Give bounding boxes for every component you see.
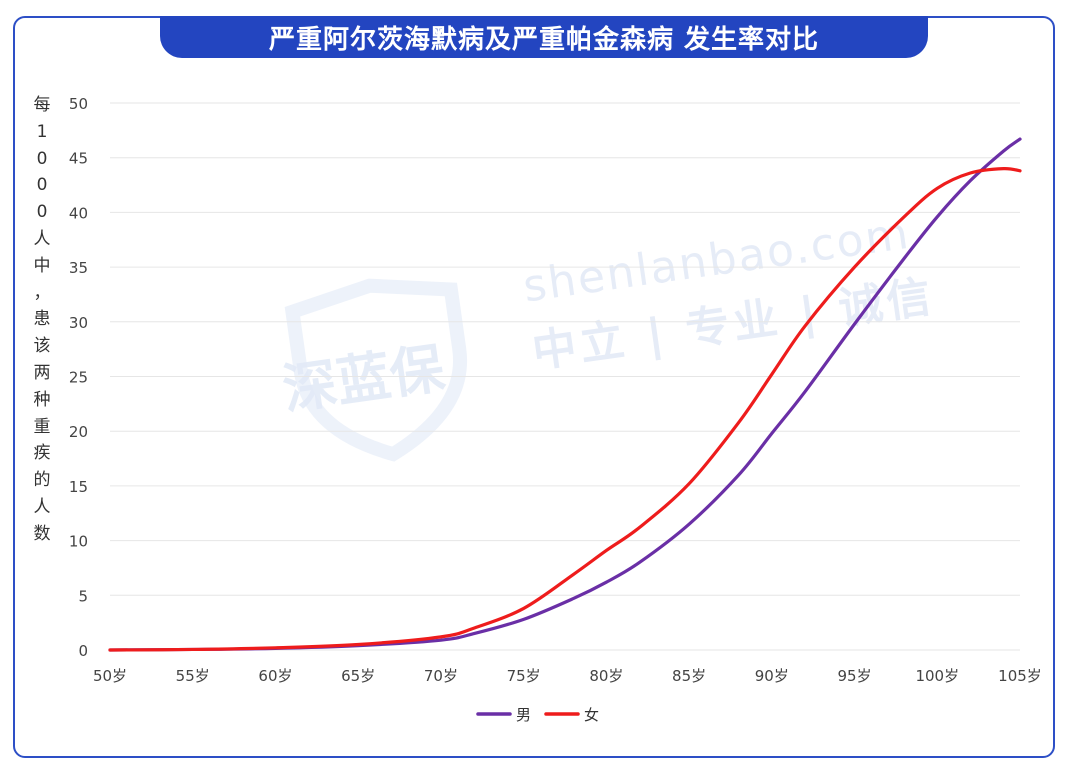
- y-tick-label: 35: [69, 259, 88, 277]
- y-axis-label-char: 重: [33, 416, 51, 437]
- y-tick-label: 5: [78, 587, 88, 605]
- chart-title: 严重阿尔茨海默病及严重帕金森病 发生率对比: [268, 24, 820, 55]
- y-axis-label-char: 患: [33, 309, 51, 330]
- y-tick-label: 0: [78, 642, 88, 660]
- y-axis-label-char: 疾: [33, 443, 51, 464]
- series-line-male: [108, 137, 1022, 652]
- y-axis-label-char: 种: [33, 389, 51, 410]
- y-axis-label-char: 该: [33, 336, 51, 357]
- y-tick-label: 25: [69, 369, 88, 387]
- y-tick-label: 30: [69, 314, 88, 332]
- y-axis-label-char: 数: [33, 523, 51, 544]
- y-axis-label-char: 人: [33, 496, 51, 517]
- x-tick-label: 100岁: [915, 667, 959, 685]
- x-tick-label: 105岁: [998, 667, 1042, 685]
- x-tick-label: 80岁: [589, 667, 623, 685]
- x-tick-label: 50岁: [93, 667, 127, 685]
- x-tick-label: 60岁: [258, 667, 292, 685]
- y-axis-label-char: 0: [36, 202, 48, 223]
- y-axis-label-char: 1: [36, 121, 48, 142]
- series-line-female: [108, 167, 1022, 652]
- y-axis-label-char: 0: [36, 148, 48, 169]
- legend-label: 男: [516, 706, 531, 724]
- y-axis-label-char: 两: [33, 362, 51, 383]
- y-axis-label: 每 1 0 0 0 人中，患该两种重疾的人数: [28, 92, 56, 548]
- y-axis-label-char: 人: [33, 228, 51, 249]
- legend-label: 女: [584, 706, 599, 724]
- title-banner: 严重阿尔茨海默病及严重帕金森病 发生率对比: [160, 16, 928, 58]
- y-tick-label: 40: [69, 204, 88, 222]
- y-axis-label-char: 0: [36, 175, 48, 196]
- y-axis-label-char: 每: [33, 95, 51, 115]
- y-axis-label-char: 中: [33, 255, 51, 276]
- y-axis-label-char: 的: [33, 470, 51, 491]
- chart-frame: [13, 16, 1055, 758]
- x-tick-label: 75岁: [507, 667, 541, 685]
- y-axis-label-char: ，: [33, 282, 51, 303]
- y-tick-label: 15: [69, 478, 88, 496]
- x-tick-label: 90岁: [755, 667, 789, 685]
- y-tick-label: 10: [69, 533, 88, 551]
- x-tick-label: 95岁: [837, 667, 871, 685]
- x-tick-label: 85岁: [672, 667, 706, 685]
- x-tick-label: 55岁: [176, 667, 210, 685]
- x-tick-label: 70岁: [424, 667, 458, 685]
- y-tick-label: 45: [69, 150, 88, 168]
- x-tick-label: 65岁: [341, 667, 375, 685]
- y-tick-label: 20: [69, 423, 88, 441]
- y-tick-label: 50: [69, 95, 88, 113]
